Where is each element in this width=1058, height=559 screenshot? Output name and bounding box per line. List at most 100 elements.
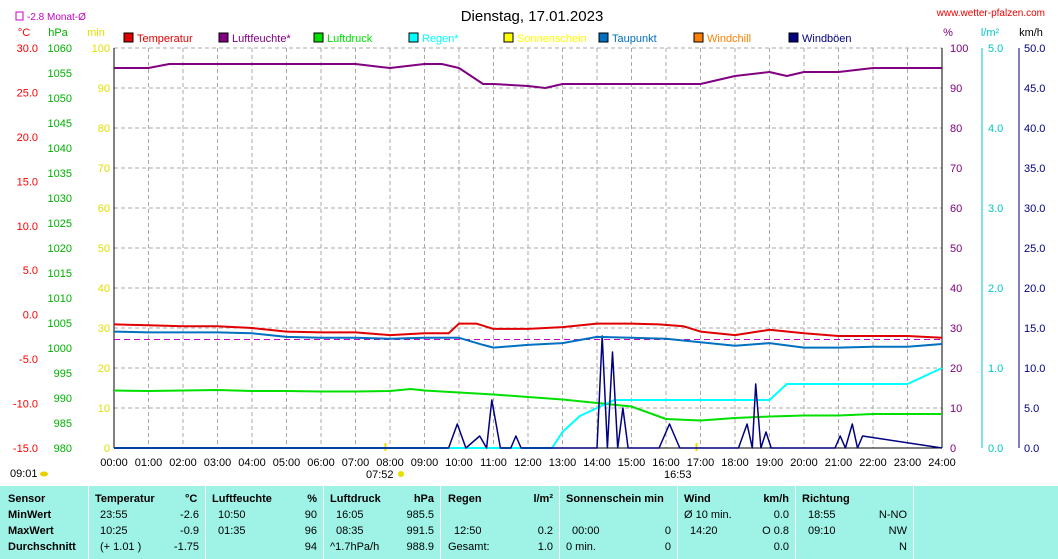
press-tick-label: 1025 [48, 218, 72, 230]
press-min-value: 985.5 [406, 509, 434, 521]
legend-label: Luftdruck [327, 33, 373, 45]
x-tick-label: 11:00 [480, 457, 507, 469]
x-tick-label: 19:00 [756, 457, 784, 469]
temp-avg-diff: (+ 1.01 ) [100, 541, 142, 553]
month-avg-marker-icon [15, 11, 24, 21]
wind-max-time: 14:20 [690, 525, 718, 537]
site-url[interactable]: www.wetter-pfalzen.com [936, 8, 1045, 19]
divider [795, 486, 796, 559]
x-tick-label: 13:00 [549, 457, 577, 469]
x-tick-label: 22:00 [859, 457, 887, 469]
header-hum: Luftfeuchte [212, 493, 272, 505]
temp-tick-label: 5.0 [23, 265, 38, 277]
press-tick-label: 990 [54, 393, 72, 405]
temp-tick-label: -15.0 [13, 443, 38, 455]
sun-tick-label: 20 [98, 363, 110, 375]
wind-axis-unit: km/h [1019, 27, 1043, 39]
divider [440, 486, 441, 559]
hum-tick-label: 80 [950, 123, 962, 135]
press-avg-value: 988.9 [406, 541, 434, 553]
wind-tick-label: 30.0 [1024, 203, 1045, 215]
dir-min-value: N-NO [878, 509, 907, 521]
legend-swatch [218, 32, 229, 43]
x-tick-label: 20:00 [790, 457, 818, 469]
header-sun: Sonnenschein min [566, 493, 664, 505]
temp-axis-unit: °C [18, 27, 30, 39]
temp-tick-label: 25.0 [17, 87, 38, 99]
press-tick-label: 1020 [48, 243, 72, 255]
header-press-unit: hPa [413, 493, 434, 505]
header-dir: Richtung [802, 493, 850, 505]
temp-tick-label: 15.0 [17, 176, 38, 188]
hum-tick-label: 70 [950, 163, 962, 175]
press-tick-label: 1045 [48, 118, 72, 130]
sun-axis-unit: min [87, 27, 105, 39]
header-temp-unit: °C [185, 493, 198, 505]
hum-tick-label: 0 [950, 443, 956, 455]
row-label-max: MaxWert [8, 525, 54, 537]
hum-tick-label: 50 [950, 243, 962, 255]
sun-tick-label: 70 [98, 163, 110, 175]
x-tick-label: 21:00 [825, 457, 853, 469]
legend-label: Regen* [422, 33, 459, 45]
x-tick-label: 03:00 [204, 457, 232, 469]
wind-tick-label: 45.0 [1024, 83, 1045, 95]
press-trend: ^1.7hPa/h [330, 541, 380, 553]
wind-tick-label: 0.0 [1024, 443, 1039, 455]
rain-tick-label: 2.0 [988, 283, 1003, 295]
sunrise-time: 07:52 [366, 469, 394, 481]
x-tick-label: 01:00 [135, 457, 163, 469]
stats-sun-col: Sonnenschein min 00:00 0 0 min. 0 [560, 486, 677, 559]
x-tick-label: 10:00 [445, 457, 473, 469]
rain-tick-label: 0.0 [988, 443, 1003, 455]
stats-header-sensor: Sensor [8, 493, 46, 505]
sun-tick-label: 60 [98, 203, 110, 215]
dir-max-time: 09:10 [808, 525, 836, 537]
header-rain-unit: l/m² [533, 493, 553, 505]
series-lines [113, 63, 943, 451]
hum-max-time: 01:35 [218, 525, 246, 537]
series-line-press [113, 388, 942, 422]
legend-label: Temperatur [137, 33, 193, 45]
x-tick-label: 12:00 [514, 457, 542, 469]
x-axis: 00:00 01:00 02:00 03:00 04:00 05:00 06:00 07:00… [100, 457, 956, 469]
legend-swatch [123, 32, 134, 43]
stats-sensor-col: Sensor MinWert MaxWert Durchschnitt [0, 486, 88, 559]
x-tick-label: 08:00 [376, 457, 404, 469]
header-temp: Temperatur [95, 493, 155, 505]
rain-max-value: 0.2 [537, 525, 553, 537]
rain-tick-label: 1.0 [988, 363, 1003, 375]
press-tick-label: 1055 [48, 68, 72, 80]
x-tick-label: 06:00 [307, 457, 335, 469]
wind-min-value: 0.0 [773, 509, 789, 521]
x-tick-label: 17:00 [687, 457, 715, 469]
stats-rain-col: Regen l/m² 12:50 0.2 Gesamt: 1.0 [441, 486, 559, 559]
hum-tick-label: 30 [950, 323, 962, 335]
hum-tick-label: 10 [950, 403, 962, 415]
wind-tick-label: 5.0 [1024, 403, 1039, 415]
wind-tick-label: 25.0 [1024, 243, 1045, 255]
wind-tick-label: 20.0 [1024, 283, 1045, 295]
legend-label: Sonnenschein [517, 33, 587, 45]
cloud-sun-icon [40, 471, 48, 477]
temp-tick-label: 0.0 [23, 310, 38, 322]
press-tick-label: 995 [54, 368, 72, 380]
dir-avg-value: N [899, 541, 907, 553]
legend-label: Taupunkt [612, 33, 657, 45]
press-tick-label: 1010 [48, 293, 72, 305]
header-hum-unit: % [307, 493, 317, 505]
divider [913, 486, 914, 559]
press-tick-label: 1035 [48, 168, 72, 180]
temp-min-value: -2.6 [180, 509, 199, 521]
hum-min-time: 10:50 [218, 509, 246, 521]
sun-total-value: 0 [664, 541, 671, 553]
sun-tick-label: 50 [98, 243, 110, 255]
temp-tick-label: -10.0 [13, 399, 38, 411]
temp-min-time: 23:55 [100, 509, 128, 521]
divider [88, 486, 89, 559]
header-press: Luftdruck [330, 493, 381, 505]
legend-swatch [788, 32, 799, 43]
legend: Temperatur Luftfeuchte* Luftdruck Regen* Son… [123, 32, 852, 45]
sun-max-value: 0 [664, 525, 671, 537]
header-wind: Wind [684, 493, 711, 505]
